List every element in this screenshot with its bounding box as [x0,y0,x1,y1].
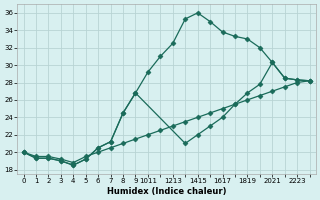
X-axis label: Humidex (Indice chaleur): Humidex (Indice chaleur) [107,187,226,196]
